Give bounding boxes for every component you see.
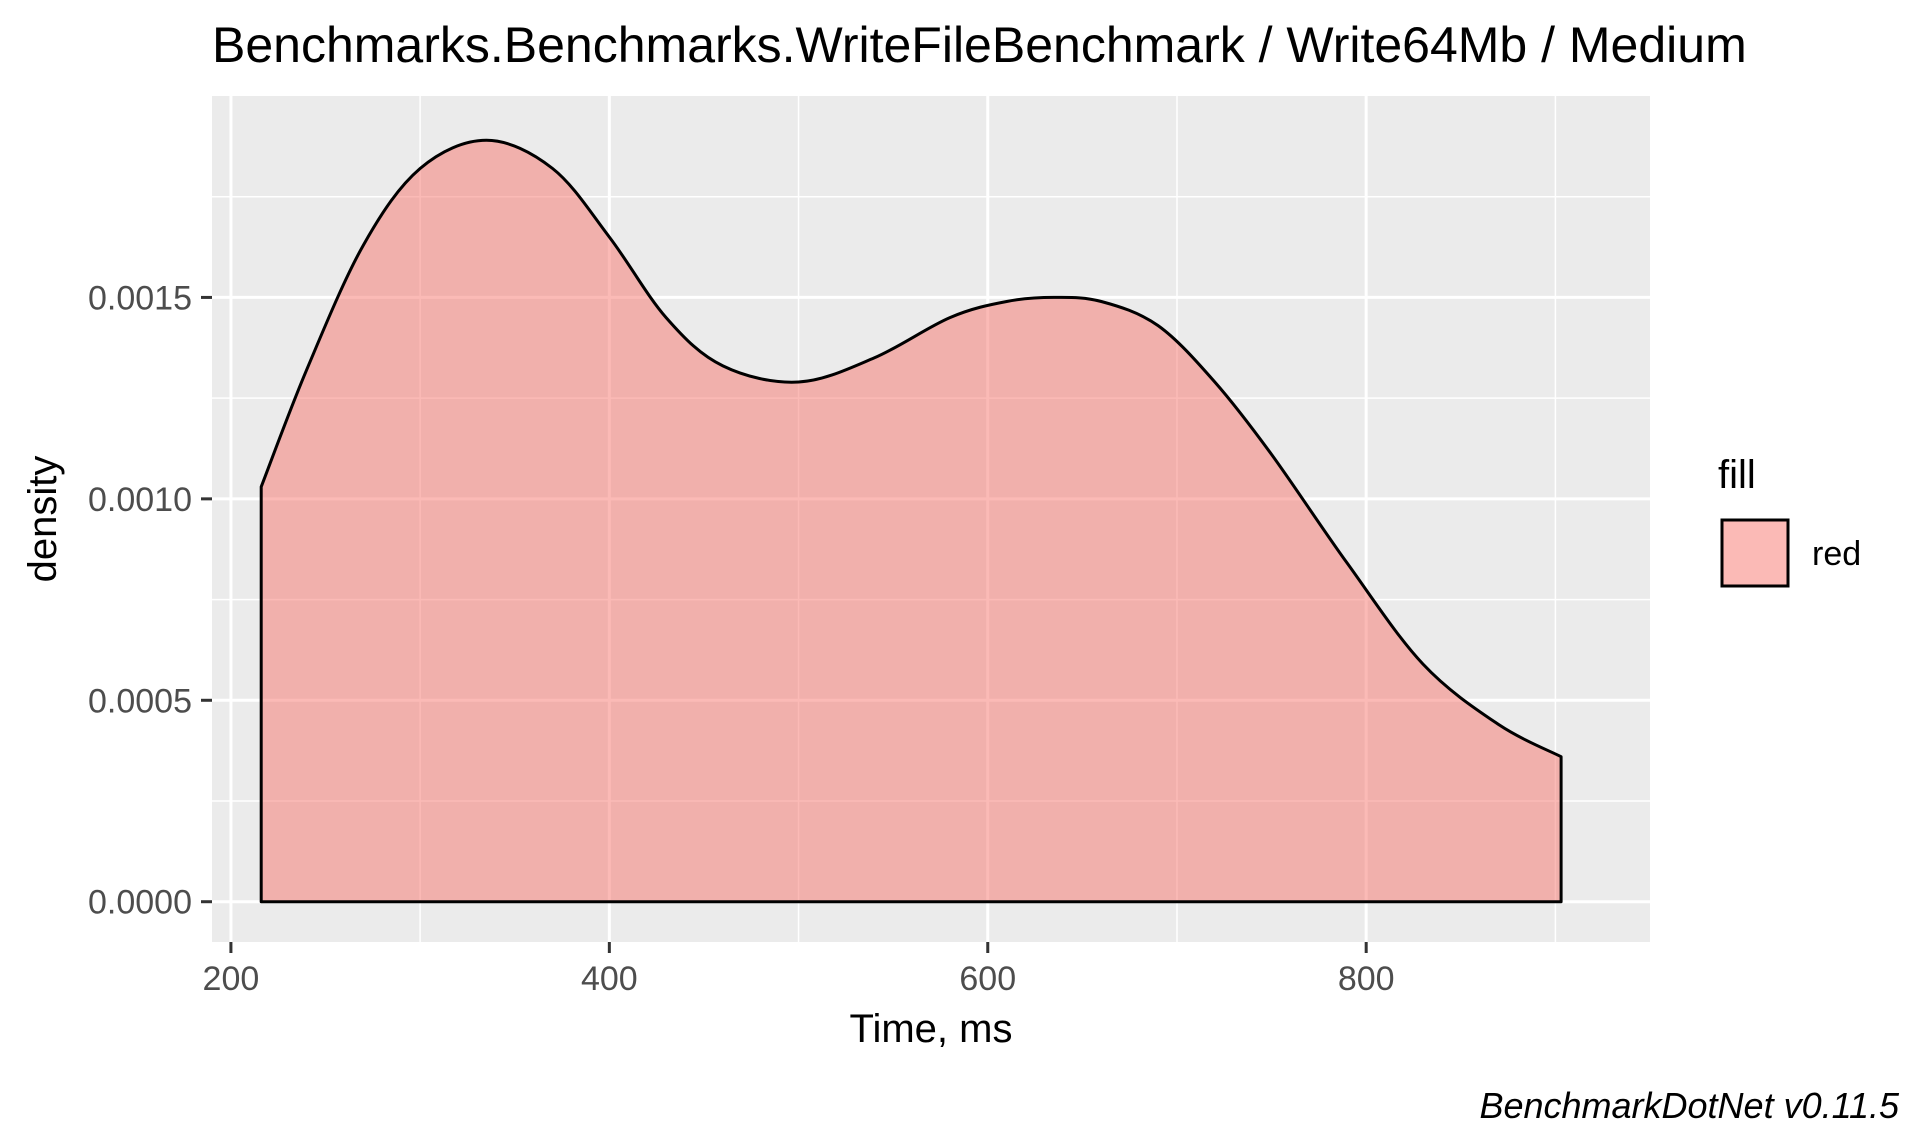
y-tick-label: 0.0015	[88, 279, 192, 317]
x-axis-title: Time, ms	[850, 1007, 1013, 1051]
x-tick-label: 400	[581, 960, 638, 998]
y-tick-label: 0.0010	[88, 481, 192, 519]
x-axis: 200 400 600 800	[203, 942, 1395, 998]
chart-title: Benchmarks.Benchmarks.WriteFileBenchmark…	[212, 17, 1747, 73]
legend: fill red	[1718, 453, 1861, 588]
y-axis: 0.0000 0.0005 0.0010 0.0015	[88, 279, 212, 922]
legend-key-red	[1720, 518, 1790, 588]
x-tick-label: 800	[1338, 960, 1395, 998]
x-tick-label: 200	[203, 960, 260, 998]
x-tick-label: 600	[959, 960, 1016, 998]
caption: BenchmarkDotNet v0.11.5	[1479, 1085, 1900, 1126]
y-tick-label: 0.0000	[88, 884, 192, 922]
density-area-red	[259, 138, 1563, 904]
legend-label-red: red	[1812, 535, 1861, 573]
density-layer	[259, 138, 1563, 904]
y-axis-title: density	[21, 456, 65, 583]
legend-title: fill	[1718, 453, 1756, 497]
y-tick-label: 0.0005	[88, 682, 192, 720]
